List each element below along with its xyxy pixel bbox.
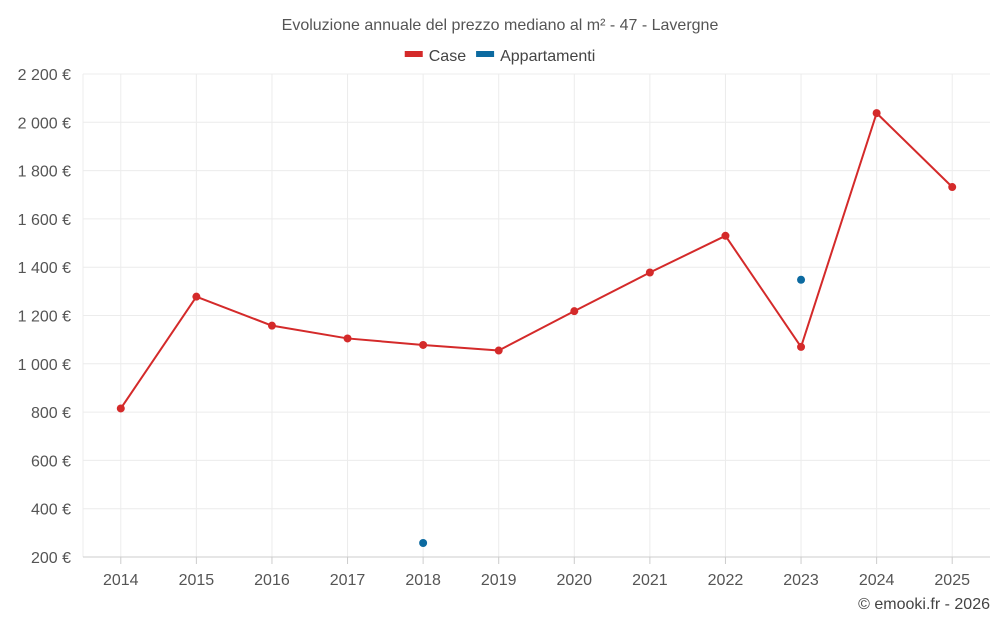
y-tick-label: 2 000 € xyxy=(18,115,71,132)
x-tick-label: 2018 xyxy=(405,572,441,589)
x-tick-label: 2025 xyxy=(934,572,970,589)
x-tick-label: 2021 xyxy=(632,572,668,589)
y-tick-label: 1 800 € xyxy=(18,164,71,181)
y-tick-label: 600 € xyxy=(31,453,71,470)
legend-swatch-case[interactable] xyxy=(404,51,423,57)
x-tick-label: 2015 xyxy=(179,572,215,589)
chart-title: Evoluzione annuale del prezzo mediano al… xyxy=(282,17,719,34)
x-tick-label: 2024 xyxy=(859,572,895,589)
data-point-appartamenti-2023[interactable] xyxy=(797,275,806,284)
y-axis: 200 € 400 € 600 € 800 € 1 000 € 1 200 € 1 400 … xyxy=(18,67,71,567)
x-tick-label: 2017 xyxy=(330,572,366,589)
x-tick-label: 2022 xyxy=(708,572,744,589)
x-tick-label: 2016 xyxy=(254,572,290,589)
x-tick-label: 2020 xyxy=(556,572,592,589)
data-point-case-2020[interactable] xyxy=(570,307,579,316)
x-tick-label: 2023 xyxy=(783,572,819,589)
y-tick-label: 1 000 € xyxy=(18,357,71,374)
y-tick-label: 1 600 € xyxy=(18,212,71,229)
x-tick-label: 2014 xyxy=(103,572,139,589)
x-tick-label: 2019 xyxy=(481,572,517,589)
copyright-text: © emooki.fr - 2026 xyxy=(858,596,990,613)
series-layer xyxy=(116,109,957,547)
data-point-case-2018[interactable] xyxy=(419,340,428,349)
y-tick-label: 800 € xyxy=(31,405,71,422)
data-point-case-2014[interactable] xyxy=(116,404,125,413)
data-point-case-2016[interactable] xyxy=(267,321,276,330)
data-point-case-2023[interactable] xyxy=(797,342,806,351)
series-line-case xyxy=(119,112,953,410)
data-point-case-2019[interactable] xyxy=(494,346,503,355)
data-point-case-2015[interactable] xyxy=(192,292,201,301)
legend: Case Appartamenti xyxy=(404,48,595,65)
legend-label-appartamenti[interactable]: Appartamenti xyxy=(500,48,595,65)
legend-label-case[interactable]: Case xyxy=(429,48,466,65)
y-tick-label: 200 € xyxy=(31,550,71,567)
grid xyxy=(82,73,990,557)
data-point-case-2022[interactable] xyxy=(721,231,730,240)
y-tick-label: 2 200 € xyxy=(18,67,71,84)
data-point-appartamenti-2018[interactable] xyxy=(419,538,428,547)
x-axis: 2014 2015 2016 2017 2018 2019 2020 2021 2022 2023… xyxy=(83,556,990,589)
data-point-case-2024[interactable] xyxy=(872,109,881,118)
data-point-case-2021[interactable] xyxy=(645,268,654,277)
y-tick-label: 400 € xyxy=(31,502,71,519)
y-tick-label: 1 400 € xyxy=(18,260,71,277)
data-point-case-2025[interactable] xyxy=(948,183,957,192)
legend-swatch-appartamenti[interactable] xyxy=(476,51,495,57)
data-point-case-2017[interactable] xyxy=(343,334,352,343)
y-tick-label: 1 200 € xyxy=(18,309,71,326)
